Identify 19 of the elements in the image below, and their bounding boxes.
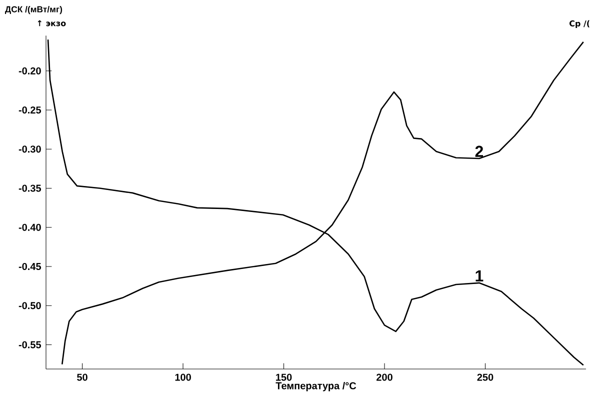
x-tick-label: 150 bbox=[276, 374, 292, 381]
x-axis-title: Температура /°C bbox=[276, 382, 356, 392]
y-tick-label: -0.35 bbox=[18, 184, 42, 192]
y-tick-label: -0.50 bbox=[18, 302, 41, 310]
x-tick-label: 100 bbox=[175, 374, 191, 381]
x-tick-label: 50 bbox=[77, 374, 88, 381]
x-tick-label: 250 bbox=[477, 374, 494, 381]
series-label: 2 bbox=[475, 146, 484, 157]
y-tick-label: -0.40 bbox=[18, 224, 41, 231]
text: Cp /( bbox=[570, 20, 590, 28]
y-tick-label: -0.30 bbox=[18, 146, 41, 153]
y-tick-label: -0.55 bbox=[18, 341, 42, 348]
y-axis-title: ДСК /(мВт/мг) bbox=[5, 6, 62, 14]
y-tick-label: -0.20 bbox=[18, 67, 41, 74]
text: ↑ экзо bbox=[38, 20, 66, 26]
x-tick-label: 200 bbox=[376, 374, 392, 381]
y-tick-label: -0.25 bbox=[18, 106, 42, 114]
y-tick-label: -0.45 bbox=[18, 262, 42, 270]
series-label: 1 bbox=[476, 270, 484, 282]
